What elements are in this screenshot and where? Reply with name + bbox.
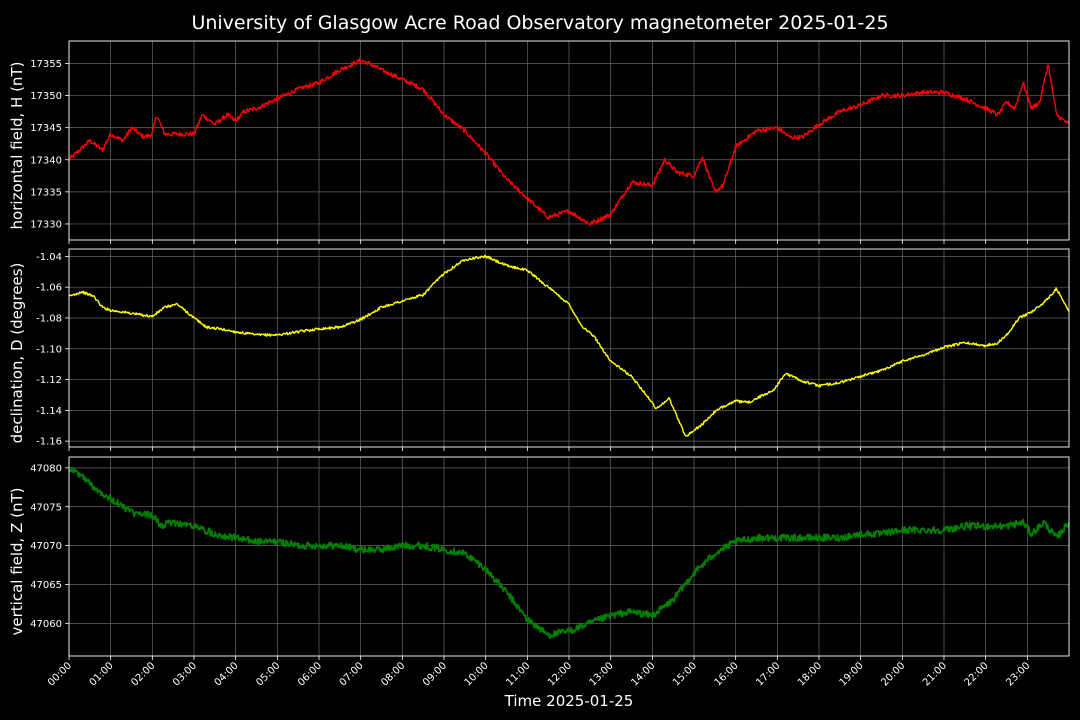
y-tick-label: 17335 — [30, 187, 62, 198]
x-tick-label: 21:00 — [921, 660, 949, 688]
x-tick-label: 20:00 — [879, 660, 907, 688]
y-tick-label: 17345 — [30, 123, 62, 134]
y-tick-label: 47060 — [30, 619, 62, 630]
y-tick-label: -1.04 — [36, 252, 62, 263]
y-tick-label: -1.08 — [36, 313, 62, 324]
x-tick-label: 06:00 — [296, 660, 324, 688]
y-tick-label: 47070 — [30, 541, 62, 552]
y-tick-label: -1.12 — [36, 375, 62, 386]
y-tick-label: 17330 — [30, 219, 62, 230]
panel-3: 47060 47065 47070 47075 47080 vertical field,… — [8, 456, 1070, 689]
x-tick-label: 04:00 — [213, 660, 241, 688]
x-tick-label: 05:00 — [254, 660, 282, 688]
y-tick-label: 17350 — [30, 91, 62, 102]
y-tick-label: 47080 — [30, 463, 62, 474]
x-tick-label: 10:00 — [463, 660, 491, 688]
x-tick-label: 13:00 — [588, 660, 616, 688]
x-axis-label: Time 2025-01-25 — [504, 692, 634, 710]
panels-group: 17330 17335 17340 17345 17350 17355 horizontal… — [8, 40, 1070, 689]
series-line — [69, 254, 1070, 437]
x-tick-label: 03:00 — [171, 660, 199, 688]
y-axis-label: declination, D (degrees) — [8, 263, 26, 444]
x-tick-label: 18:00 — [796, 660, 824, 688]
x-tick-label: 09:00 — [421, 660, 449, 688]
x-tick-label: 23:00 — [1004, 660, 1032, 688]
axes-frame — [68, 40, 1070, 241]
x-tick-label: 08:00 — [379, 660, 407, 688]
x-tick-label: 15:00 — [671, 660, 699, 688]
chart-title: University of Glasgow Acre Road Observat… — [191, 12, 888, 34]
series-line — [68, 466, 1070, 640]
axes-frame — [68, 248, 1070, 448]
y-axis-label: vertical field, Z (nT) — [8, 487, 26, 635]
y-tick-label: -1.10 — [36, 344, 62, 355]
y-tick-label: 47075 — [30, 502, 62, 513]
y-tick-label: -1.06 — [36, 283, 62, 294]
x-tick-label: 02:00 — [129, 660, 157, 688]
x-tick-label: 07:00 — [338, 660, 366, 688]
x-tick-label: 01:00 — [88, 660, 116, 688]
panel-1: 17330 17335 17340 17345 17350 17355 horizontal… — [8, 40, 1070, 244]
axes-frame — [68, 456, 1070, 657]
x-tick-label: 00:00 — [46, 660, 74, 688]
y-tick-label: -1.14 — [36, 406, 62, 417]
y-tick-label: 47065 — [30, 580, 62, 591]
y-tick-label: -1.16 — [36, 437, 62, 448]
series-line — [68, 57, 1070, 226]
y-axis-label: horizontal field, H (nT) — [8, 62, 26, 230]
panel-2: -1.16 -1.14 -1.12 -1.10 -1.08 -1.06 -1.04 decli… — [8, 248, 1070, 451]
x-tick-label: 17:00 — [754, 660, 782, 688]
y-tick-label: 17355 — [30, 59, 62, 70]
x-tick-label: 12:00 — [546, 660, 574, 688]
x-tick-label: 11:00 — [504, 660, 532, 688]
x-tick-label: 14:00 — [629, 660, 657, 688]
x-tick-label: 19:00 — [838, 660, 866, 688]
x-tick-label: 22:00 — [963, 660, 991, 688]
y-tick-label: 17340 — [30, 155, 62, 166]
x-tick-label: 16:00 — [713, 660, 741, 688]
